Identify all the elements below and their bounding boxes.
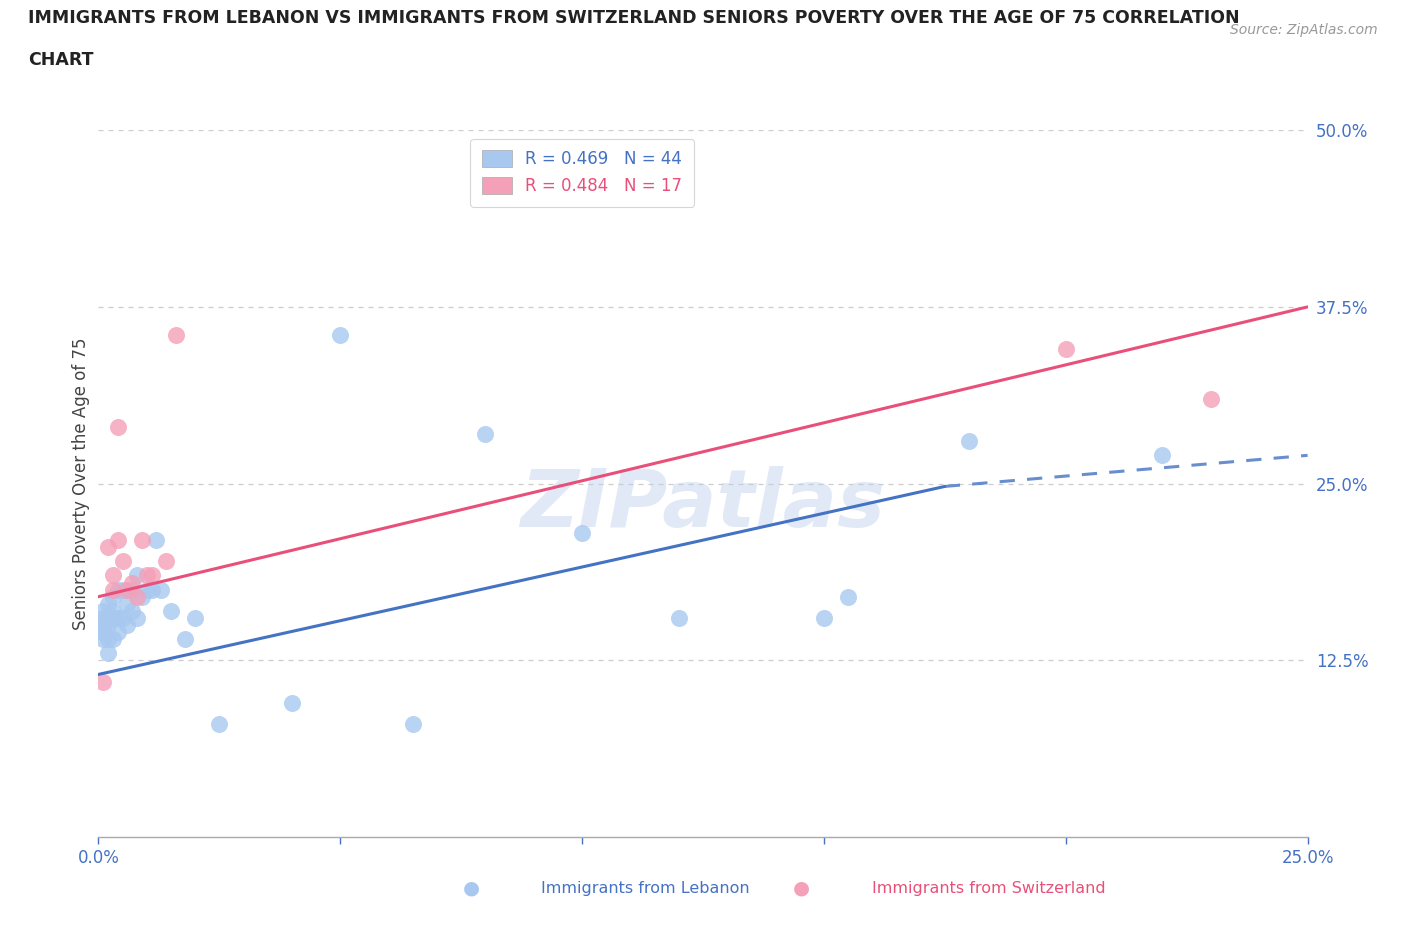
Point — [91, 674, 114, 689]
Point — [957, 433, 980, 448]
Point — [117, 596, 139, 611]
Point — [127, 590, 149, 604]
Point — [107, 582, 129, 597]
Text: Immigrants from Lebanon: Immigrants from Lebanon — [541, 881, 749, 896]
Point — [121, 604, 143, 618]
Point — [281, 696, 304, 711]
Point — [837, 590, 859, 604]
Point — [97, 539, 120, 554]
Point — [155, 554, 177, 569]
Point — [131, 590, 153, 604]
Point — [111, 610, 134, 625]
Point — [91, 631, 114, 646]
Text: Source: ZipAtlas.com: Source: ZipAtlas.com — [1230, 23, 1378, 37]
Point — [97, 596, 120, 611]
Point — [135, 568, 157, 583]
Point — [1054, 342, 1077, 357]
Point — [184, 610, 207, 625]
Point — [121, 582, 143, 597]
Point — [127, 610, 149, 625]
Point — [101, 604, 124, 618]
Point — [141, 582, 163, 597]
Point — [111, 582, 134, 597]
Point — [1152, 448, 1174, 463]
Text: IMMIGRANTS FROM LEBANON VS IMMIGRANTS FROM SWITZERLAND SENIORS POVERTY OVER THE : IMMIGRANTS FROM LEBANON VS IMMIGRANTS FR… — [28, 9, 1240, 27]
Point — [91, 625, 114, 640]
Point — [571, 525, 593, 540]
Point — [208, 716, 231, 731]
Point — [107, 610, 129, 625]
Point — [97, 645, 120, 660]
Point — [107, 625, 129, 640]
Point — [97, 618, 120, 632]
Point — [329, 327, 352, 342]
Point — [101, 610, 124, 625]
Point — [813, 610, 835, 625]
Point — [165, 327, 187, 342]
Point — [97, 610, 120, 625]
Point — [150, 582, 173, 597]
Point — [145, 533, 167, 548]
Point — [107, 533, 129, 548]
Point — [101, 590, 124, 604]
Point — [91, 610, 114, 625]
Text: Immigrants from Switzerland: Immigrants from Switzerland — [872, 881, 1105, 896]
Point — [174, 631, 197, 646]
Point — [668, 610, 690, 625]
Y-axis label: Seniors Poverty Over the Age of 75: Seniors Poverty Over the Age of 75 — [72, 338, 90, 630]
Point — [117, 618, 139, 632]
Point — [141, 568, 163, 583]
Point — [117, 582, 139, 597]
Point — [101, 582, 124, 597]
Point — [121, 575, 143, 590]
Point — [474, 427, 496, 442]
Point — [131, 533, 153, 548]
Point — [101, 568, 124, 583]
Point — [97, 631, 120, 646]
Point — [135, 582, 157, 597]
Text: ZIPatlas: ZIPatlas — [520, 466, 886, 544]
Point — [1199, 392, 1222, 406]
Text: CHART: CHART — [28, 51, 94, 69]
Point — [107, 419, 129, 434]
Point — [91, 604, 114, 618]
Point — [402, 716, 425, 731]
Text: ●: ● — [793, 879, 810, 897]
Point — [111, 554, 134, 569]
Point — [160, 604, 183, 618]
Text: ●: ● — [463, 879, 479, 897]
Point — [91, 618, 114, 632]
Point — [101, 631, 124, 646]
Point — [127, 568, 149, 583]
Legend: R = 0.469   N = 44, R = 0.484   N = 17: R = 0.469 N = 44, R = 0.484 N = 17 — [470, 139, 695, 206]
